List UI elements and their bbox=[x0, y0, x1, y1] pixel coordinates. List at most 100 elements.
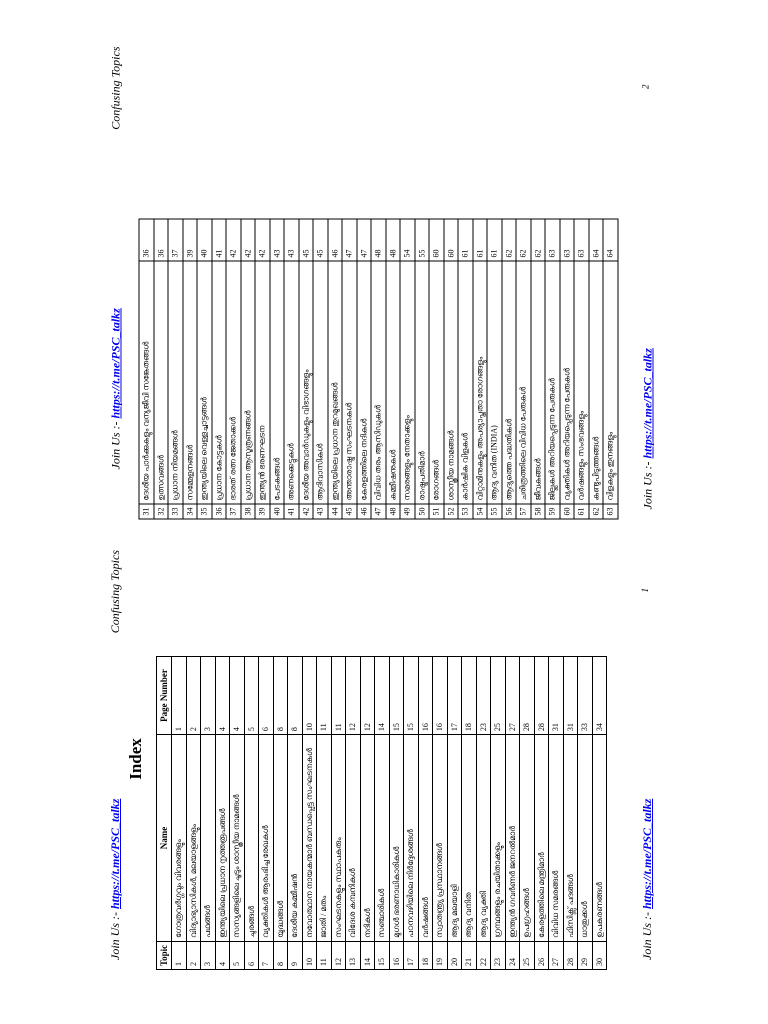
table-row: 62 കണ്ടുപിടുത്തങ്ങൾ 64 bbox=[588, 219, 603, 519]
telegram-link[interactable]: https://t.me/PSC_talkz bbox=[640, 798, 654, 909]
topic-name: കാർഷിക വിളകൾ bbox=[458, 261, 473, 504]
topic-name: ഉപകരണങ്ങൾ bbox=[592, 734, 607, 942]
table-row: 53 കാർഷിക വിളകൾ 61 bbox=[458, 219, 473, 519]
page-number: 61 bbox=[472, 219, 487, 261]
table-row: 27 വിവിധ സമരങ്ങൾ 31 bbox=[548, 656, 563, 970]
topic-name: രാഷ്ട്രപതിമാർ bbox=[414, 261, 429, 504]
join-text: Join Us :- bbox=[108, 912, 122, 960]
topic-number: 1 bbox=[171, 941, 186, 970]
page-number: 46 bbox=[327, 219, 342, 261]
topic-number: 56 bbox=[501, 504, 516, 519]
page-number: 60 bbox=[443, 219, 458, 261]
table-row: 29 ധാതുക്കൾ 33 bbox=[577, 656, 592, 970]
table-row: 58 ജീവകങ്ങൾ 62 bbox=[530, 219, 545, 519]
page-number: 45 bbox=[313, 219, 328, 261]
topic-number: 6 bbox=[244, 941, 259, 970]
table-row: 19 സ്വാതന്ത്ര്യ പ്രസ്ഥാനങ്ങൾ 16 bbox=[432, 656, 447, 970]
page-number: 1 bbox=[171, 656, 186, 735]
page-number: 47 bbox=[342, 219, 357, 261]
topic-name: വിറ്റാമിനുകളും അപര്യാപ്തതാ രോഗങ്ങളും bbox=[472, 261, 487, 504]
page-number: 54 bbox=[400, 219, 415, 261]
topic-number: 58 bbox=[530, 504, 545, 519]
topic-name: വ്യക്തികൾ ആരംഭിച്ച രേഖകൾ bbox=[258, 734, 273, 942]
page-number: 4 bbox=[229, 656, 244, 735]
topic-number: 18 bbox=[418, 941, 433, 970]
table-row: 39 ഇന്ത്യൻ ഭരണഘടന 42 bbox=[255, 219, 270, 519]
topic-number: 29 bbox=[577, 941, 592, 970]
topic-number: 27 bbox=[548, 941, 563, 970]
table-row: 22 ആദ്യ വ്യക്തി 23 bbox=[476, 656, 491, 970]
page-number: 36 bbox=[139, 219, 154, 261]
topic-number: 12 bbox=[331, 941, 346, 970]
table-row: 52 ശാസ്ത്രീയ നാമങ്ങൾ 60 bbox=[443, 219, 458, 519]
topic-name: ആദിവാസികൾ bbox=[313, 261, 328, 504]
page-number: 43 bbox=[284, 219, 299, 261]
topic-number: 11 bbox=[316, 941, 331, 970]
topic-number: 25 bbox=[519, 941, 534, 970]
page-number: 8 bbox=[287, 656, 302, 735]
table-row: 36 പ്രധാന കോട്ടകൾ 41 bbox=[211, 219, 226, 519]
page-number-footer: 2 bbox=[640, 84, 651, 90]
page-number: 12 bbox=[345, 656, 360, 735]
topic-number: 52 bbox=[443, 504, 458, 519]
topic-number: 15 bbox=[374, 941, 389, 970]
page-number: 28 bbox=[534, 656, 549, 735]
page-number: 42 bbox=[255, 219, 270, 261]
telegram-link[interactable]: https://t.me/PSC_talkz bbox=[108, 308, 123, 419]
table-row: 38 പ്രധാന ആസൂത്രണങ്ങൾ 42 bbox=[240, 219, 255, 519]
page-number: 2 bbox=[186, 656, 201, 735]
header-topic: Confusing Topics bbox=[108, 46, 123, 130]
table-row: 34 സമ്മേളനങ്ങൾ 39 bbox=[182, 219, 197, 519]
page-number: 64 bbox=[603, 219, 618, 261]
topic-number: 7 bbox=[258, 941, 273, 970]
page-number: 63 bbox=[545, 219, 560, 261]
topic-name: ഉപഗ്രഹങ്ങൾ bbox=[519, 734, 534, 942]
topic-number: 44 bbox=[327, 504, 342, 519]
topic-name: അണക്കെട്ടുകൾ bbox=[284, 261, 299, 504]
table-row: 47 വിവിധ തരം ആസിഡുകൾ 48 bbox=[371, 219, 386, 519]
topic-name: ചരിത്രത്തിലെ വിവിധ പേരുകൾ bbox=[516, 261, 531, 504]
join-text: Join Us :- bbox=[640, 912, 654, 960]
topic-name: വിവിധ സമരങ്ങൾ bbox=[548, 734, 563, 942]
topic-number: 34 bbox=[182, 504, 197, 519]
topic-number: 4 bbox=[215, 941, 230, 970]
topic-name: ഇന്ത്യൻ ഭരണഘടന bbox=[255, 261, 270, 504]
page-number: 31 bbox=[548, 656, 563, 735]
join-line: Join Us :- https://t.me/PSC_talkz bbox=[641, 348, 656, 509]
table-row: 37 ഭാരത് രത്ന ജേതാക്കൾ 42 bbox=[226, 219, 241, 519]
page-number: 15 bbox=[389, 656, 404, 735]
page-number: 33 bbox=[577, 656, 592, 735]
page-number: 11 bbox=[316, 656, 331, 735]
join-text: Join Us :- bbox=[640, 461, 655, 510]
page-number: 10 bbox=[302, 656, 317, 735]
table-row: 50 രാഷ്ട്രപതിമാർ 55 bbox=[414, 219, 429, 519]
topic-number: 3 bbox=[200, 941, 215, 970]
page-number: 6 bbox=[258, 656, 273, 735]
topic-name: നദികൾ bbox=[360, 734, 375, 942]
column-header: Page Number bbox=[156, 656, 172, 735]
topic-name: ഭാരത് രത്ന ജേതാക്കൾ bbox=[226, 261, 241, 504]
topic-name: മുഗൾ ഭരണാധികാരികൾ bbox=[389, 734, 404, 942]
page-number: 61 bbox=[458, 219, 473, 261]
topic-name: വിദേശ കമ്പനികൾ bbox=[345, 734, 360, 942]
join-line: Join Us :- https://t.me/PSC_talkz bbox=[109, 308, 124, 469]
table-row: 33 പ്രധാന നിയമങ്ങൾ 37 bbox=[168, 219, 183, 519]
telegram-link[interactable]: https://t.me/PSC_talkz bbox=[640, 348, 655, 459]
page-number: 15 bbox=[403, 656, 418, 735]
page-number: 45 bbox=[298, 219, 313, 261]
telegram-link[interactable]: https://t.me/PSC_talkz bbox=[108, 798, 122, 909]
topic-name: സമ്മേളനങ്ങൾ bbox=[182, 261, 197, 504]
topic-number: 2 bbox=[186, 941, 201, 970]
table-row: 48 കമ്മീഷനുകൾ 48 bbox=[385, 219, 400, 519]
table-row: 63 വിളകളും ഇനങ്ങളും 64 bbox=[603, 219, 618, 519]
table-row: 56 ആദ്യത്തെ പദ്ധതികൾ 62 bbox=[501, 219, 516, 519]
table-row: 51 രോഗങ്ങൾ 60 bbox=[429, 219, 444, 519]
table-row: 49 സമരങ്ങളും നേതാക്കളും 54 bbox=[400, 219, 415, 519]
topic-number: 10 bbox=[302, 941, 317, 970]
table-row: 11 ജാതി / മതം 11 bbox=[316, 656, 331, 970]
table-row: 42 ദേശീയ അവാർഡുകളും വിഭാഗങ്ങളും 45 bbox=[298, 219, 313, 519]
topic-number: 61 bbox=[574, 504, 589, 519]
topic-name: പഠനവഴിയിലെ നിർദ്ദേശങ്ങൾ bbox=[403, 734, 418, 942]
topic-number: 36 bbox=[211, 504, 226, 519]
